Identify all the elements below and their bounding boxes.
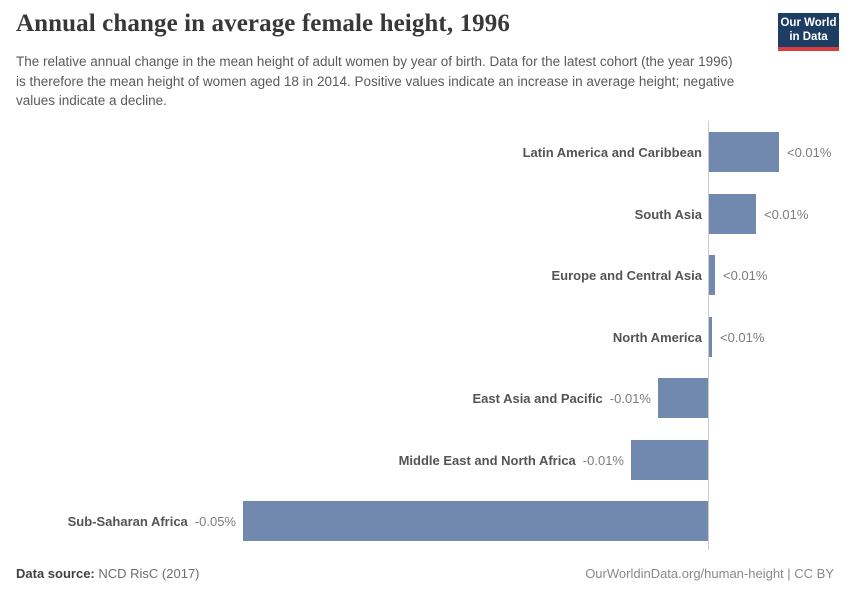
- value-label-latin-america-and-caribbean: <0.01%: [787, 144, 832, 160]
- label-group-sub-saharan-africa: Sub-Saharan Africa -0.05%: [68, 501, 236, 541]
- label-group-middle-east-and-north-africa: Middle East and North Africa -0.01%: [399, 440, 624, 480]
- category-label-east-asia-and-pacific: East Asia and Pacific: [472, 390, 603, 406]
- bar-east-asia-and-pacific[interactable]: [658, 378, 708, 418]
- category-label-south-asia: South Asia: [634, 206, 702, 222]
- credit-link[interactable]: OurWorldinData.org/human-height | CC BY: [585, 566, 834, 581]
- bar-europe-and-central-asia[interactable]: [709, 255, 715, 295]
- value-label-north-america: <0.01%: [720, 329, 765, 345]
- page-title: Annual change in average female height, …: [16, 10, 510, 37]
- bar-row-north-america: North America <0.01%: [0, 317, 850, 357]
- owid-logo: Our World in Data: [778, 13, 839, 51]
- bar-row-east-asia-and-pacific: East Asia and Pacific -0.01%: [0, 378, 850, 418]
- zero-axis-line: [708, 121, 709, 550]
- chart-subtitle: The relative annual change in the mean h…: [16, 54, 735, 108]
- data-source-value: NCD RisC (2017): [98, 566, 200, 581]
- category-label-latin-america-and-caribbean: Latin America and Caribbean: [522, 144, 702, 160]
- bar-row-latin-america-and-caribbean: Latin America and Caribbean <0.01%: [0, 132, 850, 172]
- value-label-east-asia-and-pacific: -0.01%: [609, 390, 651, 406]
- value-label-sub-saharan-africa: -0.05%: [194, 513, 236, 529]
- category-label-sub-saharan-africa: Sub-Saharan Africa: [67, 513, 188, 529]
- owid-logo-line2: in Data: [789, 30, 828, 43]
- category-label-north-america: North America: [612, 329, 702, 345]
- label-group-east-asia-and-pacific: East Asia and Pacific -0.01%: [472, 378, 651, 418]
- bar-latin-america-and-caribbean[interactable]: [709, 132, 779, 172]
- bar-sub-saharan-africa[interactable]: [243, 501, 708, 541]
- bar-row-middle-east-and-north-africa: Middle East and North Africa -0.01%: [0, 440, 850, 480]
- chart-footer: Data source: NCD RisC (2017) OurWorldinD…: [16, 566, 834, 581]
- bar-row-sub-saharan-africa: Sub-Saharan Africa -0.05%: [0, 501, 850, 541]
- category-label-middle-east-and-north-africa: Middle East and North Africa: [398, 452, 576, 468]
- value-label-south-asia: <0.01%: [764, 206, 809, 222]
- bar-south-asia[interactable]: [709, 194, 756, 234]
- category-label-europe-and-central-asia: Europe and Central Asia: [551, 267, 703, 283]
- bar-middle-east-and-north-africa[interactable]: [631, 440, 708, 480]
- data-source-label: Data source:: [16, 566, 95, 581]
- value-label-middle-east-and-north-africa: -0.01%: [582, 452, 624, 468]
- bar-north-america[interactable]: [709, 317, 712, 357]
- value-label-europe-and-central-asia: <0.01%: [723, 267, 768, 283]
- owid-logo-line1: Our World: [780, 17, 837, 29]
- bar-row-europe-and-central-asia: Europe and Central Asia <0.01%: [0, 255, 850, 295]
- bar-row-south-asia: South Asia <0.01%: [0, 194, 850, 234]
- data-source: Data source: NCD RisC (2017): [16, 566, 200, 581]
